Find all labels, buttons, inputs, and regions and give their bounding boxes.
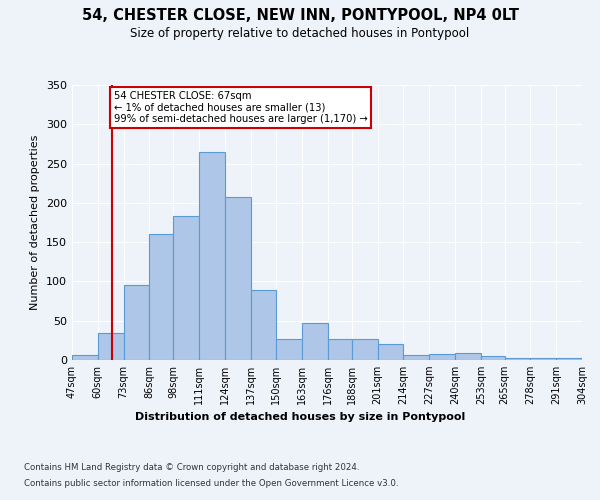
Bar: [429, 354, 455, 360]
Bar: [403, 356, 429, 360]
Bar: [225, 198, 251, 360]
Bar: [199, 152, 225, 360]
Bar: [72, 356, 98, 360]
Bar: [352, 339, 377, 360]
Bar: [505, 358, 530, 360]
Bar: [556, 358, 582, 360]
Bar: [173, 216, 199, 360]
Text: 54 CHESTER CLOSE: 67sqm
← 1% of detached houses are smaller (13)
99% of semi-det: 54 CHESTER CLOSE: 67sqm ← 1% of detached…: [113, 92, 367, 124]
Text: 54, CHESTER CLOSE, NEW INN, PONTYPOOL, NP4 0LT: 54, CHESTER CLOSE, NEW INN, PONTYPOOL, N…: [82, 8, 518, 22]
Text: Contains HM Land Registry data © Crown copyright and database right 2024.: Contains HM Land Registry data © Crown c…: [24, 462, 359, 471]
Bar: [277, 339, 302, 360]
Bar: [98, 332, 124, 360]
Bar: [251, 290, 277, 360]
Text: Contains public sector information licensed under the Open Government Licence v3: Contains public sector information licen…: [24, 479, 398, 488]
Bar: [149, 234, 173, 360]
Text: Distribution of detached houses by size in Pontypool: Distribution of detached houses by size …: [135, 412, 465, 422]
Bar: [455, 353, 481, 360]
Bar: [377, 344, 403, 360]
Bar: [328, 339, 352, 360]
Bar: [124, 286, 149, 360]
Bar: [481, 356, 505, 360]
Y-axis label: Number of detached properties: Number of detached properties: [31, 135, 40, 310]
Bar: [302, 323, 328, 360]
Bar: [530, 358, 556, 360]
Text: Size of property relative to detached houses in Pontypool: Size of property relative to detached ho…: [130, 28, 470, 40]
